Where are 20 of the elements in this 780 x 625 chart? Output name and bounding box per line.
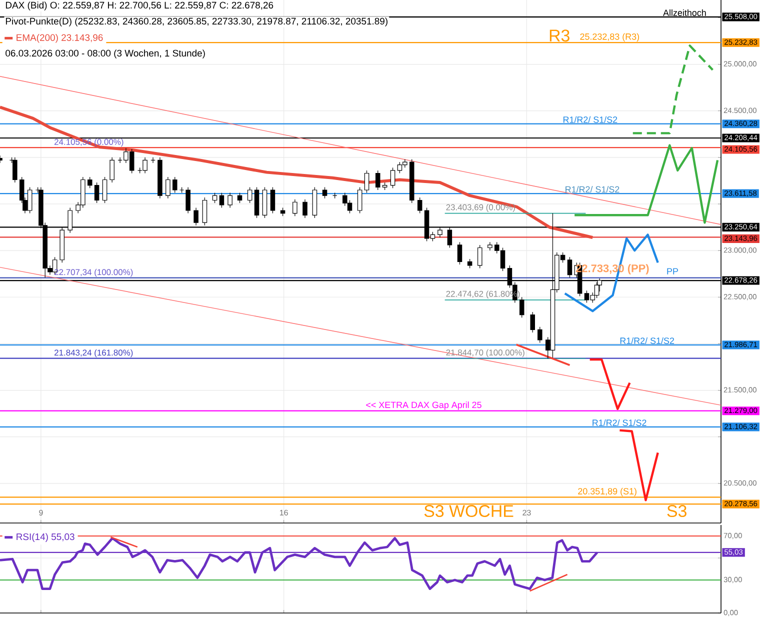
text: EMA(200) 23.143,96 [16,34,103,43]
text: Pivot-Punkte(D) (25232.83, 24360.28, 23605.85, 22733.30, 21978.87, 21106.32, 20351.89) [6,18,388,26]
annotation: 23.403,69 (0.00%) [446,204,515,212]
annotation: PP [667,268,678,274]
annotation: R1/R2/ S1/S2 [592,419,646,426]
annotation: 25.232,83 (R3) [580,33,639,42]
legend-label: RSI(14) 55,03 [16,533,74,542]
annotation: Allzeithoch [663,9,706,16]
annotation: R1/R2/ S1/S2 [566,186,620,193]
annotation: 20.351,89 (S1) [578,488,636,496]
annotation: R1/R2/ S1/S2 [563,116,618,123]
annotation: 21.844,70 (100.00%) [446,349,524,358]
annotation: S3 WOCHE [424,505,514,518]
annotation: 06.03.2026 03:00 - 08:00 (3 Wochen, 1 Stunde) [6,50,205,58]
chart-title: DAX (Bid) O: 22.559,87 H: 22.700,56 L: 22.559,87 C: 22.678,26 [6,2,274,10]
annotation: << XETRA DAX Gap April 25 [366,401,482,410]
annotation: S3 [667,505,686,518]
annotation: R1/R2/ S1/S2 [620,337,674,344]
annotation: 21.843,24 (161.80%) [54,349,133,358]
annotation: R3 [550,30,570,42]
